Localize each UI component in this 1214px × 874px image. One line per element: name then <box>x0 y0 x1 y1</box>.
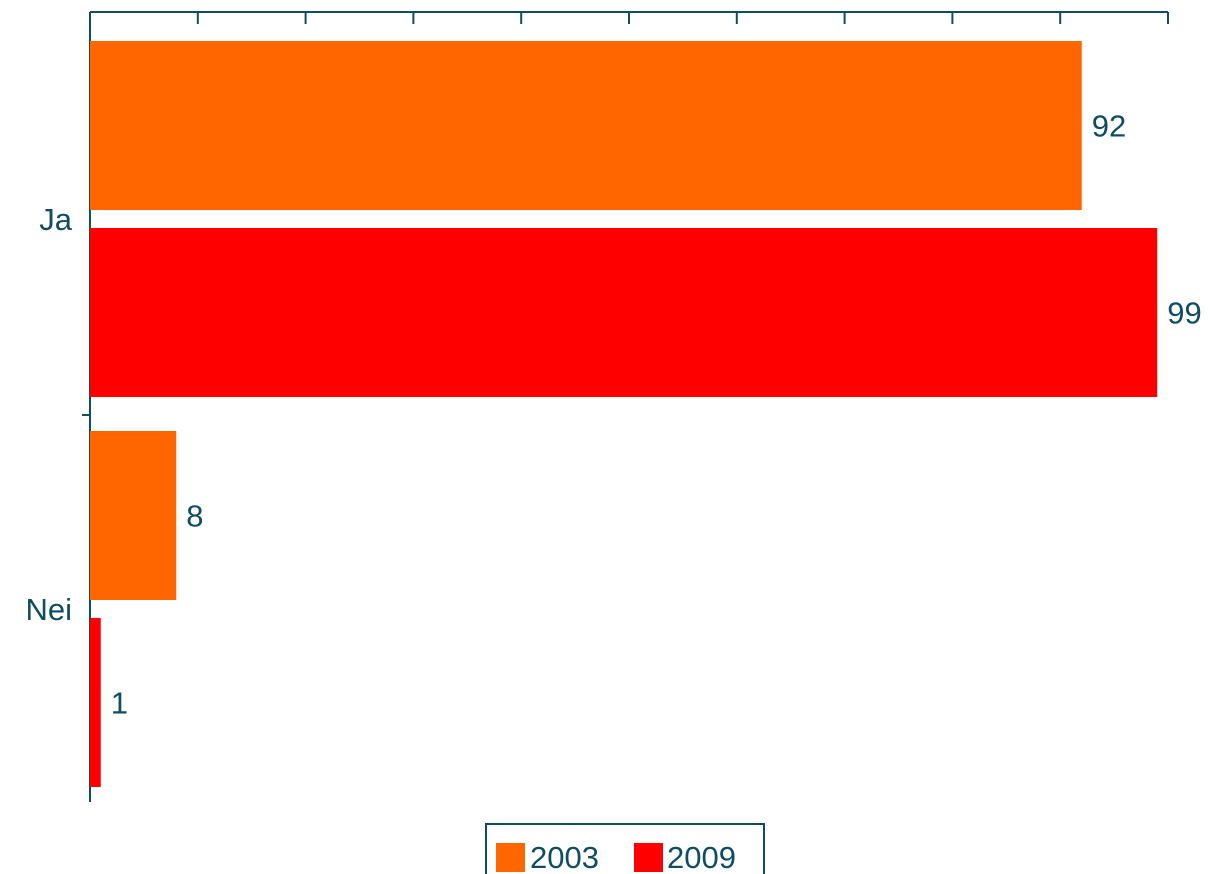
value-label-ja-2009: 99 <box>1167 296 1201 331</box>
legend-swatch-2009 <box>634 843 663 872</box>
legend-box <box>485 823 765 874</box>
legend: 2003 2009 <box>485 823 765 874</box>
value-labels: 92 99 8 1 <box>111 109 1202 721</box>
bar-nei-2003 <box>90 431 177 600</box>
legend-label-2009: 2009 <box>667 840 736 874</box>
bar-nei-2009 <box>90 618 101 787</box>
category-label-ja: Ja <box>39 202 73 237</box>
bar-ja-2003 <box>90 41 1082 210</box>
value-label-nei-2003: 8 <box>186 499 203 534</box>
value-label-ja-2003: 92 <box>1092 109 1126 144</box>
legend-swatch-2003 <box>496 843 525 872</box>
category-label-nei: Nei <box>25 592 72 627</box>
category-labels: Ja Nei <box>25 202 72 627</box>
bars <box>90 41 1158 787</box>
value-label-nei-2009: 1 <box>111 686 128 721</box>
legend-label-2003: 2003 <box>530 840 599 874</box>
bar-ja-2009 <box>90 228 1158 397</box>
